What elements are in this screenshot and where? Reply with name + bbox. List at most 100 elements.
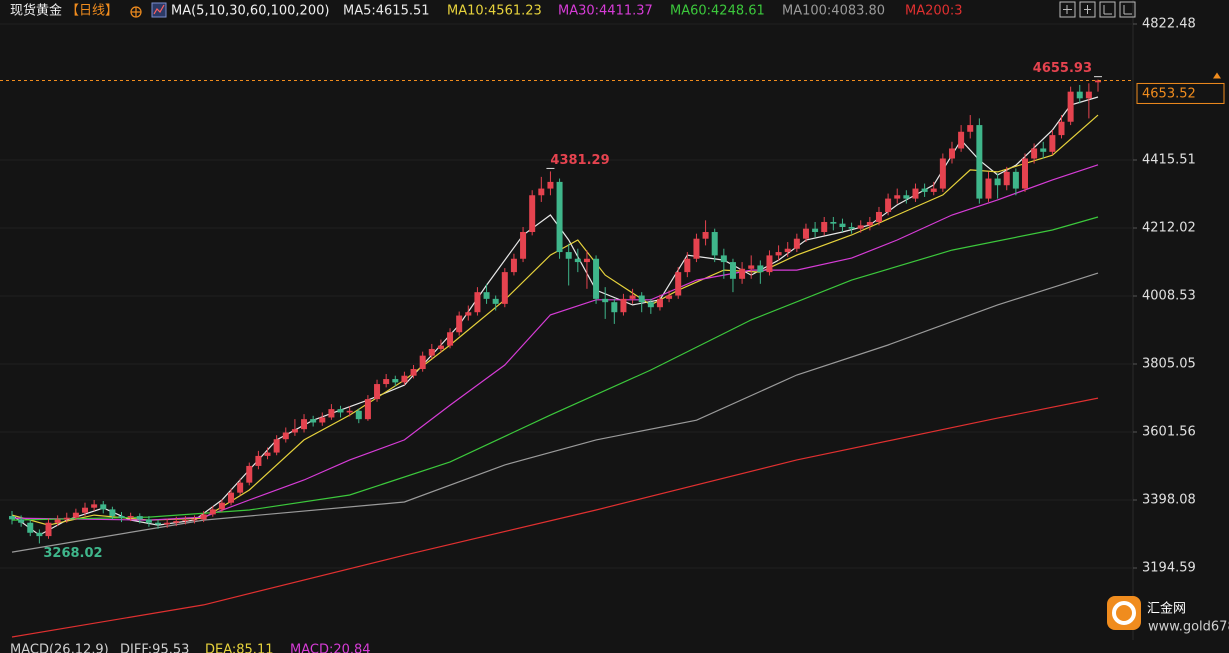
watermark-logo <box>1107 596 1141 630</box>
candle-body <box>501 272 508 304</box>
candle-body <box>127 516 134 518</box>
macd-label: DIFF:95.53 <box>120 643 189 653</box>
candle-body <box>802 228 809 239</box>
candle-body <box>310 419 317 423</box>
candle-body <box>54 519 61 523</box>
candle-body <box>218 502 225 510</box>
ma-line <box>11 216 1099 521</box>
candle-body <box>1021 158 1028 189</box>
last-price-box <box>1136 82 1225 104</box>
macd-header: MACD(26,12,9) DIFF:95.53 DEA:85.11 MACD:20.… <box>10 643 371 653</box>
candle-body <box>848 227 855 229</box>
candle-body <box>209 509 216 515</box>
candle-body <box>9 516 15 520</box>
candle-body <box>383 379 390 385</box>
watermark-logo-mark <box>1112 601 1136 625</box>
candle-body <box>173 521 180 523</box>
candle-body <box>182 520 189 522</box>
candle-body <box>875 211 882 222</box>
candle-body <box>374 384 381 400</box>
candle-body <box>675 272 682 296</box>
candle-body <box>1058 121 1065 136</box>
legend-entry: MA60:4248.61 <box>670 4 765 19</box>
candle-body <box>976 125 983 199</box>
candle-body <box>775 252 782 256</box>
candle-body <box>145 519 152 523</box>
candle-body <box>702 232 709 239</box>
candle-body <box>155 522 162 525</box>
candle-body <box>237 482 244 493</box>
candle-body <box>410 369 417 376</box>
candle-body <box>200 514 207 520</box>
candle-body <box>282 432 289 440</box>
candle-body <box>72 512 79 518</box>
candle-body <box>520 232 527 259</box>
labels: 4822.48 4415.51 4212.02 4008.53 3805.05 3601.… <box>0 17 1225 575</box>
candle-body <box>1095 80 1101 83</box>
candle-body <box>611 302 618 313</box>
candle-body <box>91 504 98 508</box>
add-icon[interactable] <box>130 6 142 18</box>
legend-entry: MA10:4561.23 <box>447 4 542 19</box>
watermark-name: 汇金网 <box>1147 601 1186 617</box>
y-tick-label: 3194.59 <box>1142 560 1196 575</box>
candle-body <box>885 198 892 212</box>
candle-body <box>437 345 444 349</box>
candle-body <box>994 178 1001 186</box>
watermark: 汇金网 www.gold678.com <box>1107 596 1229 635</box>
period: 【日线】 <box>66 4 118 19</box>
candle-body <box>565 252 572 259</box>
chart-title: 现货黄金 <box>10 3 62 19</box>
candle-body <box>967 125 974 132</box>
ma-line <box>11 272 1099 553</box>
candle-body <box>620 298 627 313</box>
candle-body <box>319 417 326 423</box>
candle-body <box>1049 135 1056 152</box>
candle-body <box>711 232 718 256</box>
y-tick-label: 3805.05 <box>1142 356 1196 371</box>
candle-body <box>1003 171 1010 186</box>
candle-body <box>337 409 344 413</box>
candle-body <box>1085 91 1092 99</box>
candle-body <box>1067 91 1074 122</box>
candle-body <box>291 429 298 433</box>
candle-body <box>547 181 554 189</box>
candle-body <box>629 295 636 299</box>
candle-body <box>894 195 901 199</box>
y-tick-label: 4008.53 <box>1142 288 1196 303</box>
candle-body <box>100 504 107 510</box>
y-tick-label: 4415.51 <box>1142 152 1196 167</box>
y-tick-label: 3398.08 <box>1142 492 1196 507</box>
candle-body <box>638 295 645 303</box>
candle-body <box>328 409 335 418</box>
candle-body <box>529 195 536 233</box>
candle-body <box>164 522 171 525</box>
candle-body <box>656 298 663 308</box>
y-tick-label: 4822.48 <box>1142 17 1196 32</box>
macd-label: MACD:20.84 <box>290 643 371 653</box>
candle-body <box>474 292 481 313</box>
candle-body <box>109 509 116 517</box>
candle-body <box>857 225 864 229</box>
toolbar[interactable] <box>1059 1 1136 18</box>
candle-body <box>921 188 928 192</box>
candle-body <box>930 188 937 192</box>
indicator-icon[interactable] <box>151 2 167 18</box>
legend-entry: MA200:3 <box>905 4 963 19</box>
candle-body <box>793 238 800 249</box>
candle-body <box>27 522 34 533</box>
candle-body <box>821 221 828 233</box>
candle-body <box>720 255 727 263</box>
candle-body <box>447 332 454 346</box>
candle-body <box>1012 171 1019 189</box>
candle-body <box>784 248 791 253</box>
candle-body <box>839 223 846 228</box>
candle-body <box>63 517 70 520</box>
candle-body <box>684 258 691 273</box>
candle-body <box>666 295 673 299</box>
candles <box>9 79 1101 544</box>
candle-body <box>939 158 946 189</box>
grid <box>0 23 1137 569</box>
